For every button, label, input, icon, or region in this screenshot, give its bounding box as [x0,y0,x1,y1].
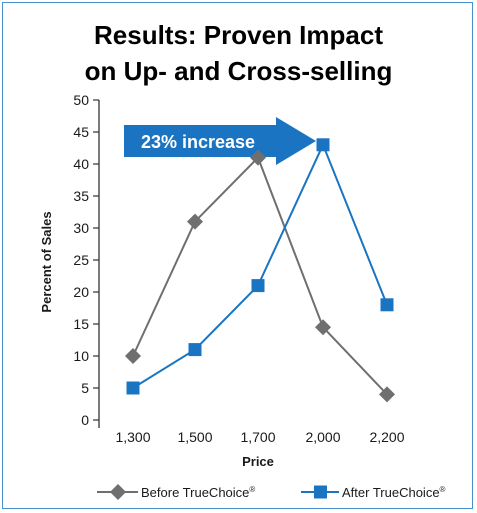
x-tick-label: 1,500 [177,429,212,445]
chart-title-line-2: on Up- and Cross-selling [84,56,393,86]
x-axis-label: Price [242,454,274,469]
legend: Before TrueChoice® After TrueChoice® [97,484,446,500]
data-point [251,279,265,293]
x-tick-label: 2,000 [305,429,340,445]
y-tick-label: 45 [73,124,89,140]
y-tick-label: 20 [73,284,89,300]
y-tick-label: 25 [73,252,89,268]
data-point [187,213,203,230]
y-tick-label: 30 [73,220,89,236]
annotation-layer: 23% increase [124,117,316,165]
x-tick-label: 2,200 [369,429,404,445]
y-axis-label: Percent of Sales [39,211,54,312]
increase-arrow-label: 23% increase [141,132,255,152]
legend-marker-after [314,485,327,499]
y-tick-label: 40 [73,156,89,172]
data-point [125,348,141,364]
legend-label-after: After TrueChoice® [342,485,446,500]
legend-marker-before [110,484,126,500]
data-point [126,381,140,395]
registered-mark: ® [440,485,446,494]
series-line [132,142,388,389]
data-point [316,138,330,152]
data-point [380,298,394,312]
data-point [379,386,395,403]
data-point [250,149,266,166]
y-tick-label: 5 [81,380,89,396]
series-before [125,149,395,403]
x-tick-label: 1,300 [115,429,150,445]
y-tick-label: 50 [73,92,89,108]
x-tick-label: 1,700 [240,429,275,445]
data-point [315,319,331,336]
chart-title-line-1: Results: Proven Impact [94,20,383,50]
registered-mark: ® [249,485,255,494]
series-layer [125,138,395,403]
y-tick-label: 35 [73,188,89,204]
increase-arrow [124,117,316,165]
series-line [132,155,388,396]
chart-frame [2,2,473,509]
data-point [188,343,202,357]
y-tick-label: 15 [73,316,89,332]
y-tick-label: 0 [81,412,89,428]
y-tick-label: 10 [73,348,89,364]
series-after [126,138,394,395]
chart-axes: 0 5 10 15 20 25 30 35 40 45 50 1,300 1,500 1,700 2,000… [39,92,405,469]
legend-label-before: Before TrueChoice® [141,485,255,500]
